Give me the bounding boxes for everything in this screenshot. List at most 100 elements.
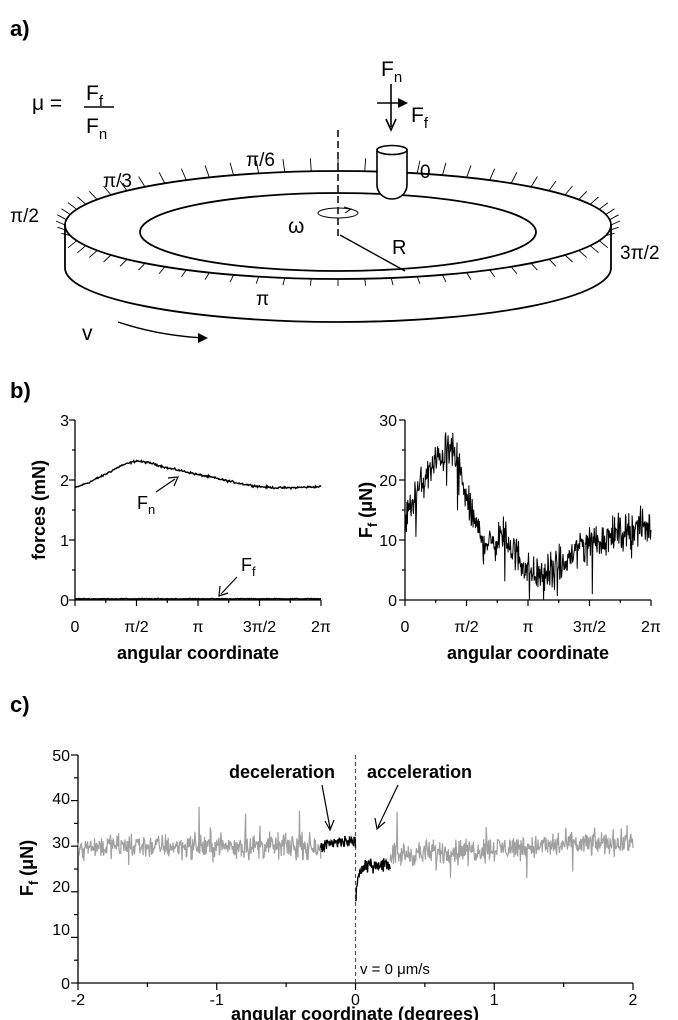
rotation-arrow-ellipse: [317, 207, 359, 219]
acceleration-series-line: [354, 857, 391, 902]
disk-hatch-mark: [67, 240, 78, 249]
omega-label: ω: [288, 215, 304, 238]
disk-hatch-mark: [589, 196, 599, 205]
constant-speed-left-line: [77, 806, 322, 866]
panel-b-left-chart: b) 3 2 1 0 0 π/2 π 3π/2 2π angular coord…: [10, 378, 331, 663]
acceleration-arrow: [377, 784, 399, 828]
b-right-xtick-label-pi2: π/2: [454, 619, 478, 636]
disk-hatch-mark: [442, 162, 447, 176]
disk-hatch-mark: [229, 162, 234, 176]
normal-force-label: Fn: [381, 58, 402, 86]
disk-hatch-mark: [466, 165, 472, 178]
fn-annotation-arrowhead-icon: [167, 476, 179, 487]
ff-series-label: Ff: [241, 555, 256, 579]
disk-hatch-mark: [88, 190, 98, 200]
disk-hatch-mark: [180, 269, 187, 278]
acceleration-annotation: acceleration: [367, 762, 472, 782]
disk-hatch-mark: [57, 214, 67, 221]
c-ytick-label-40: 40: [52, 791, 70, 808]
disk-hatch-mark: [77, 245, 87, 254]
disk-hatch-marks: [55, 158, 621, 286]
b-right-xtick-label-pi: π: [522, 619, 533, 636]
panel-a: a) μ = Ff Fn ω R Fn Ff 0: [10, 16, 660, 345]
friction-force-label: Ff: [411, 104, 429, 132]
disk-hatch-mark: [255, 160, 260, 174]
c-xtick-label-2: 2: [629, 992, 638, 1009]
disk-hatch-mark: [138, 262, 146, 271]
disk-hatch-mark: [598, 240, 609, 249]
radius-line: [339, 234, 406, 272]
disk-hatch-mark: [605, 208, 615, 215]
velocity-arrowhead-icon: [198, 333, 208, 343]
panel-b-right-chart: 30 20 10 0 0 π/2 π 3π/2 2π angular coord…: [356, 413, 661, 663]
c-series-group: [77, 806, 634, 902]
disk-hatch-mark: [67, 202, 78, 210]
c-xtick-label-0: 0: [351, 992, 360, 1009]
angle-label-pi6: π/6: [246, 150, 275, 171]
disk-hatch-mark: [489, 168, 496, 181]
b-left-xtick-label-pi: π: [192, 619, 203, 636]
disk-hatch-mark: [77, 196, 87, 205]
b-right-xtick-label-3pi2: 3π/2: [573, 619, 606, 636]
c-ytick-label-20: 20: [52, 879, 70, 896]
c-xtick-label-1: 1: [490, 992, 499, 1009]
angle-label-pi: π: [256, 289, 269, 310]
disk-hatch-mark: [364, 278, 367, 286]
disk-hatch-mark: [158, 266, 166, 275]
disk-hatch-mark: [61, 208, 71, 215]
b-right-y-axis-title: Ff (μN): [356, 482, 380, 538]
disk-hatch-mark: [605, 232, 615, 236]
c-x-axis-title: angular coordinate (degrees): [231, 1004, 479, 1020]
c-xtick-label-neg2: -2: [71, 992, 85, 1009]
c-tick-marks: [71, 754, 634, 990]
constant-speed-right-line: [389, 811, 634, 879]
rotation-arrowhead-icon: [343, 206, 353, 214]
b-left-ytick-label-0: 0: [60, 593, 69, 610]
normal-force-arrowhead-icon: [385, 118, 397, 132]
disk-hatch-mark: [229, 274, 234, 283]
angle-label-0: 0: [420, 162, 431, 183]
disk-hatch-mark: [255, 276, 260, 284]
disk-hatch-mark: [510, 266, 518, 275]
disk-hatch-mark: [55, 220, 66, 226]
deceleration-arrow: [321, 784, 331, 829]
disk-hatch-mark: [564, 254, 573, 263]
angle-label-pi3: π/3: [103, 171, 132, 192]
zero-velocity-annotation: v = 0 μm/s: [360, 961, 430, 978]
ff-annotation-arrowhead-icon: [218, 585, 229, 597]
b-right-tick-marks: [399, 419, 652, 606]
disk-hatch-mark: [204, 272, 210, 280]
panel-c-label: c): [10, 692, 30, 717]
disk-hatch-mark: [103, 185, 112, 196]
disk-hatch-mark: [610, 220, 621, 226]
disk-hatch-mark: [489, 269, 496, 278]
c-xtick-label-neg1: -1: [210, 992, 224, 1009]
b-left-ytick-label-1: 1: [60, 533, 69, 550]
disk-hatch-mark: [158, 172, 166, 184]
deceleration-series-line: [320, 835, 357, 854]
disk-hatch-mark: [103, 254, 112, 263]
fn-series-label: Fn: [137, 493, 155, 517]
deceleration-annotation: deceleration: [229, 762, 335, 782]
angle-label-pi2: π/2: [10, 206, 39, 227]
pin-top: [376, 144, 408, 156]
disk-hatch-mark: [364, 158, 367, 172]
disk-hatch-mark: [578, 250, 587, 258]
acceleration-arrowhead-icon: [374, 817, 386, 831]
disk-hatch-mark: [89, 250, 98, 258]
b-left-ytick-label-2: 2: [60, 473, 69, 490]
disk-hatch-mark: [416, 276, 421, 284]
disk-hatch-mark: [138, 176, 146, 188]
disk-hatch-mark: [548, 180, 557, 192]
velocity-arrow-curve: [117, 321, 207, 339]
b-left-xtick-label-3pi2: 3π/2: [243, 619, 276, 636]
b-left-xtick-label-2pi: 2π: [311, 619, 331, 636]
b-left-xtick-label-pi2: π/2: [124, 619, 148, 636]
b-left-tick-marks: [69, 419, 322, 606]
disk-hatch-mark: [309, 158, 312, 172]
mu-numerator-text: Ff: [86, 82, 104, 110]
disk-hatch-mark: [282, 159, 286, 173]
b-right-x-axis-title: angular coordinate: [447, 643, 609, 663]
b-left-y-axis-title: forces (mN): [29, 460, 49, 560]
